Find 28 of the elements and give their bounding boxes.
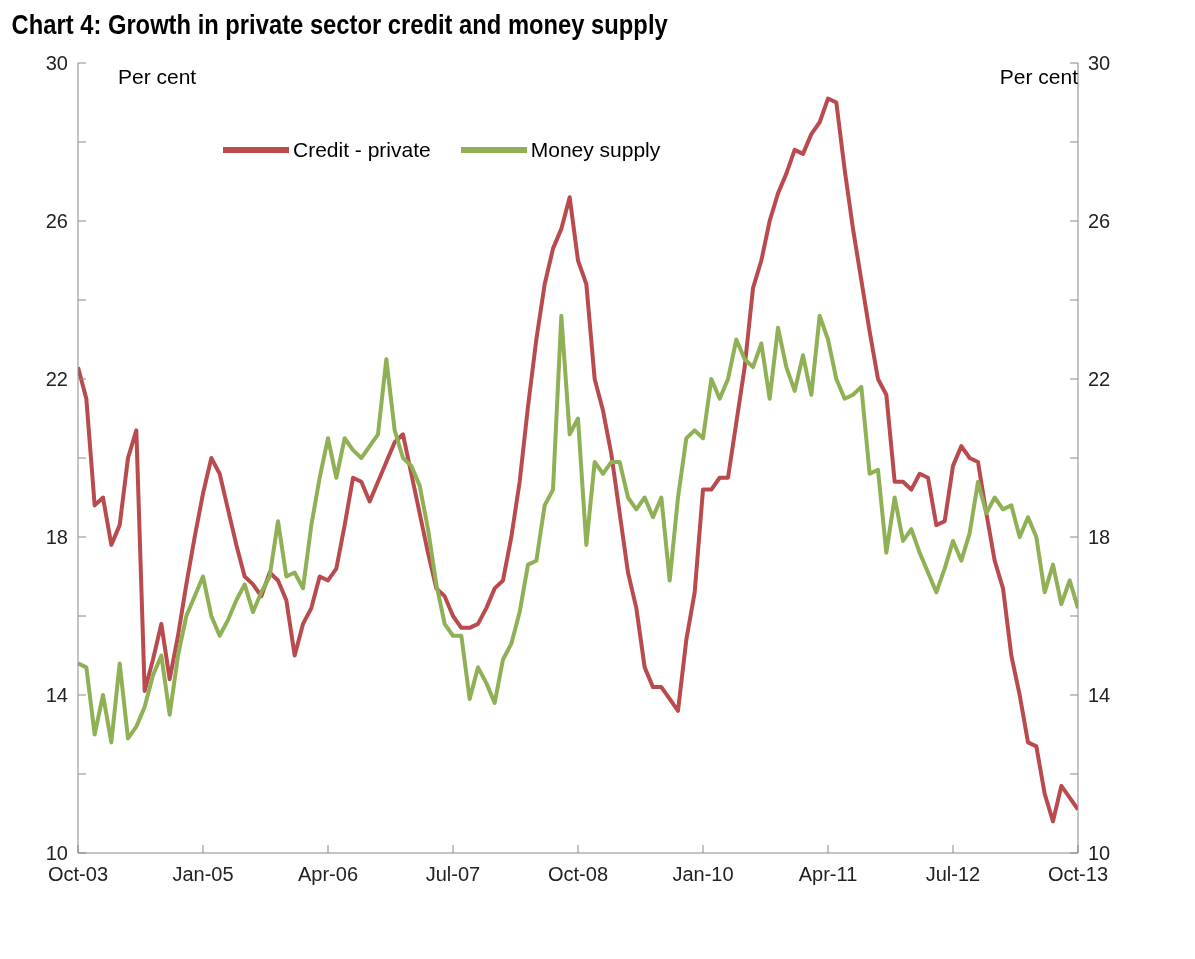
y-tick-label: 22 (45, 368, 68, 391)
y2-axis-title: Per cent (999, 65, 1078, 89)
x-tick-label: Oct-08 (547, 863, 609, 886)
x-tick-label: Jan-05 (172, 863, 234, 886)
y2-tick-label: 22 (1088, 368, 1111, 391)
chart-title: Chart 4: Growth in private sector credit and money supply (10, 9, 669, 42)
y-tick-label: 26 (45, 210, 68, 233)
y2-tick-label: 26 (1088, 210, 1111, 233)
x-tick-label: Apr-06 (297, 863, 359, 886)
y-tick-label: 10 (45, 842, 68, 865)
legend-label: Credit - private (293, 138, 431, 162)
y2-tick-label: 30 (1088, 52, 1111, 75)
x-tick-label: Apr-11 (798, 863, 858, 886)
x-tick-label: Oct-13 (1047, 863, 1109, 886)
y2-tick-label: 10 (1088, 842, 1111, 865)
x-tick-label: Jul-07 (425, 863, 481, 886)
line-series (78, 313, 1078, 745)
y-axis-title: Per cent (118, 65, 197, 89)
y2-tick-label: 14 (1088, 684, 1111, 707)
y-tick-label: 18 (45, 526, 68, 549)
x-tick-label: Jul-12 (925, 863, 981, 886)
x-tick-label: Jan-10 (672, 863, 734, 886)
legend-label: Money supply (530, 138, 661, 162)
y-tick-label: 14 (45, 684, 68, 707)
x-tick-label: Oct-03 (47, 863, 109, 886)
y2-tick-label: 18 (1088, 526, 1111, 549)
line-series (78, 96, 1078, 824)
y-tick-label: 30 (45, 52, 68, 75)
